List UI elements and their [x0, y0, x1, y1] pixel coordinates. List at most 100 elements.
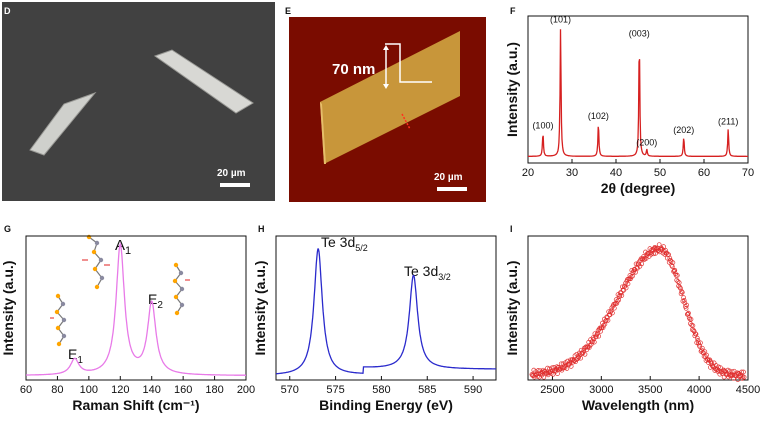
panel-h-chart: H Te 3d5/2 Te 3d3/2 570 575 580 585 590 Bindi…	[252, 224, 497, 413]
panel-f-xtick-label-4: 60	[698, 167, 710, 179]
panel-i-point-233	[674, 273, 680, 278]
panel-i-point-321	[729, 369, 735, 375]
panel-i-point-195	[651, 251, 656, 257]
panel-i-point-336	[739, 369, 744, 375]
panel-i-point-226	[670, 260, 676, 265]
panel-i-point-19	[541, 374, 547, 380]
panel-i-point-283	[706, 360, 711, 365]
panel-h-xtick-label-1: 575	[326, 384, 344, 396]
panel-i-point-107	[596, 333, 602, 339]
panel-i-point-141	[617, 292, 623, 298]
peak-label-te-3d32: Te 3d3/2	[404, 263, 451, 282]
panel-h-xlabel: Binding Energy (eV)	[319, 397, 453, 413]
panel-f-xtick-label-5: 70	[742, 167, 754, 179]
panel-i-point-248	[684, 302, 690, 308]
height-arrow-down	[383, 84, 389, 89]
panel-i-point-139	[616, 297, 622, 303]
panel-i-point-41	[555, 371, 560, 376]
panel-i-point-13	[537, 368, 543, 374]
panel-e-scalebar	[437, 187, 467, 191]
panel-i-point-132	[611, 305, 617, 311]
panel-i-label: I	[510, 224, 513, 234]
panel-i-xlabel: Wavelength (nm)	[582, 397, 694, 413]
panel-d: D 20 µm	[2, 2, 275, 201]
panel-f-peak-label-5: (202)	[673, 125, 694, 135]
panel-i-xtick-label-0: 2500	[540, 384, 564, 396]
panel-i-point-0	[529, 372, 535, 377]
panel-i-point-241	[679, 290, 685, 295]
chain-sketch-a1	[82, 234, 110, 290]
panel-i-point-251	[686, 310, 691, 316]
panel-g-ylabel: Intensity (a.u.)	[0, 261, 16, 356]
panel-i-ylabel: Intensity (a.u.)	[504, 261, 520, 356]
panel-f-peak-label-4: (200)	[636, 137, 657, 147]
afm-line-profile	[401, 113, 411, 130]
panel-f-chart: F 20 30 40 50 60 70 2θ (degree) Intensity (a.u.…	[504, 6, 754, 196]
panel-h-label: H	[258, 224, 265, 234]
panel-i-point-236	[676, 280, 682, 285]
panel-f-peak-label-0: (100)	[532, 121, 553, 131]
panel-i-point-63	[568, 364, 574, 369]
panel-d-scalebar	[220, 183, 250, 187]
panel-i-point-288	[709, 360, 714, 366]
panel-i-point-247	[683, 306, 689, 311]
panel-i-point-176	[639, 261, 645, 267]
panel-g-xtick-label-0: 60	[20, 384, 32, 396]
panel-h-xtick-label-3: 585	[418, 384, 436, 396]
panel-h-xtick-label-4: 590	[464, 384, 482, 396]
panel-i-point-85	[582, 351, 588, 357]
chain-sketch-e2	[172, 262, 190, 316]
panel-i-point-10	[535, 368, 541, 373]
panel-i-point-119	[603, 317, 609, 323]
panel-i-point-270	[698, 340, 703, 346]
panel-i-point-47	[558, 361, 564, 367]
panel-i-point-100	[591, 339, 597, 345]
panel-g-xtick-label-7: 200	[237, 384, 255, 396]
panel-i-point-24	[544, 371, 550, 376]
panel-i-point-263	[693, 331, 699, 337]
panel-g-xlabel: Raman Shift (cm⁻¹)	[72, 397, 199, 413]
panel-i-point-157	[627, 273, 633, 278]
panel-f-peak-label-3: (003)	[629, 28, 650, 38]
panel-i-point-340	[741, 374, 747, 380]
panel-h-ylabel: Intensity (a.u.)	[252, 261, 268, 356]
panel-i-point-228	[671, 268, 677, 274]
flake-large	[153, 49, 254, 114]
panel-g-xtick-label-4: 140	[143, 384, 161, 396]
panel-g-xtick-label-1: 80	[51, 384, 63, 396]
panel-i-point-273	[699, 345, 705, 351]
panel-i-point-265	[694, 335, 700, 341]
panel-i-point-144	[619, 293, 625, 298]
panel-i-point-78	[578, 355, 583, 361]
panel-i-point-93	[587, 343, 593, 348]
panel-f-plot-frame	[527, 15, 749, 164]
panel-i-xtick-label-4: 4500	[736, 384, 760, 396]
panel-i-point-259	[691, 327, 696, 333]
panel-i-point-73	[575, 356, 580, 362]
panel-i-xtick-label-2: 3500	[638, 384, 662, 396]
panel-g-label: G	[4, 224, 11, 234]
panel-f-label: F	[510, 6, 516, 16]
panel-e: E 70 nm 20 µm	[285, 6, 486, 202]
panel-g-chart: G A1 E2 E1 60	[0, 224, 255, 413]
panel-h-series-line	[275, 248, 496, 375]
panel-h-xtick-label-2: 580	[372, 384, 390, 396]
panel-g-xtick-label-3: 120	[111, 384, 129, 396]
panel-i-point-339	[741, 369, 746, 375]
panel-i-point-118	[603, 318, 608, 324]
panel-i-point-266	[695, 338, 701, 343]
panel-i-plot-frame	[527, 235, 749, 381]
panel-i-point-127	[608, 308, 614, 314]
panel-h-plot-frame	[275, 235, 497, 381]
panel-i-point-239	[678, 291, 684, 297]
height-annotation: 70 nm	[332, 61, 375, 78]
panel-f-peak-label-1: (101)	[550, 15, 571, 25]
panel-i-chart: I 2500 3000 3500 4000 4500 Wavelength (nm) Int…	[504, 224, 760, 413]
peak-label-e2: E2	[148, 291, 163, 311]
panel-i-point-166	[633, 269, 638, 275]
panel-g-xtick-label-2: 100	[80, 384, 98, 396]
panel-i-point-32	[549, 365, 555, 371]
panel-i-point-280	[704, 352, 709, 358]
panel-i-xtick-label-3: 4000	[687, 384, 711, 396]
panel-f-xlabel: 2θ (degree)	[601, 180, 675, 196]
